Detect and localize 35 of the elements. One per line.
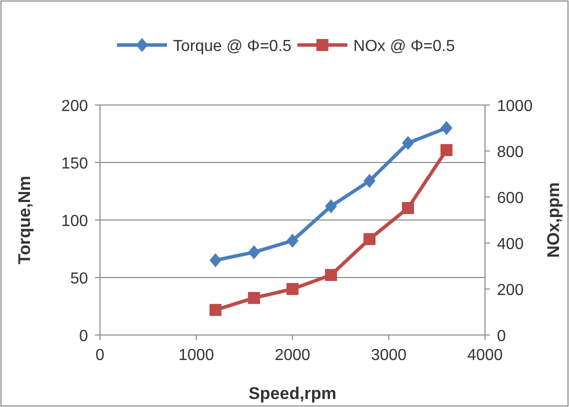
x-tick-label: 3000 xyxy=(370,347,407,364)
y2-tick-label: 600 xyxy=(497,190,524,207)
y2-tick-label: 800 xyxy=(497,144,524,161)
point xyxy=(248,292,260,304)
y2-tick-label: 200 xyxy=(497,282,524,299)
legend-label: NOx @ Φ=0.5 xyxy=(353,38,455,55)
y-tick-label: 50 xyxy=(70,270,88,288)
point xyxy=(402,202,414,214)
point xyxy=(210,253,222,268)
point xyxy=(402,136,414,150)
point xyxy=(364,233,376,246)
y-tick-label: 100 xyxy=(61,213,88,230)
point xyxy=(286,234,298,248)
point xyxy=(440,144,452,156)
point xyxy=(286,283,298,295)
x-axis-title: Speed,rpm xyxy=(248,384,336,403)
point xyxy=(325,268,337,281)
y-tick-label: 150 xyxy=(61,156,88,172)
legend-label: Torque @ Φ=0.5 xyxy=(173,38,292,55)
point xyxy=(364,174,376,188)
y-tick-label: 0 xyxy=(79,328,88,345)
x-tick-label: 2000 xyxy=(274,347,310,364)
y-tick-label: 200 xyxy=(61,98,88,115)
x-tick-label: 1000 xyxy=(178,347,214,364)
y2-axis-title: NOx,ppm xyxy=(544,182,563,258)
point xyxy=(325,199,337,214)
point xyxy=(248,245,260,260)
point xyxy=(440,121,452,135)
x-tick-label: 0 xyxy=(96,347,105,364)
y2-tick-label: 400 xyxy=(497,236,524,253)
point xyxy=(210,304,222,316)
y2-tick-label: 0 xyxy=(497,328,506,345)
y2-tick-label: 1000 xyxy=(497,98,533,115)
x-tick-label: 4000 xyxy=(467,347,503,364)
y-axis-title: Torque,Nm xyxy=(15,176,34,264)
